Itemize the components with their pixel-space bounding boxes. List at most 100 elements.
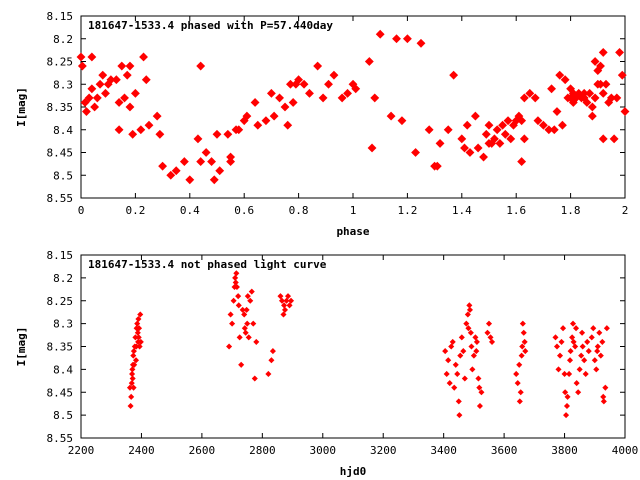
data-point <box>402 34 412 44</box>
x-tick-label: 3600 <box>491 444 518 457</box>
data-point <box>563 402 570 409</box>
data-point <box>563 412 570 419</box>
data-point <box>590 325 597 332</box>
data-point <box>452 361 459 368</box>
data-point <box>212 129 222 139</box>
x-tick-label: 2 <box>622 204 629 217</box>
data-point <box>239 306 246 313</box>
data-point <box>549 125 559 135</box>
data-point <box>277 293 284 300</box>
data-point <box>131 361 138 368</box>
data-point <box>283 297 290 304</box>
data-point <box>518 352 525 359</box>
plot-title: 181647-1533.4 phased with P=57.440day <box>88 19 333 32</box>
data-point <box>324 79 333 89</box>
data-point <box>80 98 90 107</box>
data-point <box>590 57 600 66</box>
data-point <box>566 370 573 377</box>
data-point <box>244 320 251 327</box>
data-point <box>591 357 598 364</box>
data-point <box>488 338 496 345</box>
data-point <box>555 70 565 80</box>
data-point <box>555 366 562 373</box>
data-point <box>560 75 570 85</box>
data-point <box>487 334 494 341</box>
x-tick-label: 3400 <box>430 444 457 457</box>
data-point <box>587 111 597 121</box>
data-point <box>364 57 374 66</box>
data-point <box>464 311 471 318</box>
data-point <box>470 111 480 121</box>
data-point <box>597 352 604 359</box>
data-point <box>556 352 564 359</box>
data-point <box>578 352 585 359</box>
data-point <box>136 325 143 332</box>
data-point <box>457 352 464 359</box>
data-point <box>445 357 452 364</box>
data-point <box>593 366 600 373</box>
data-point <box>185 175 195 185</box>
y-axis-label: I[mag] <box>15 87 28 127</box>
data-point <box>132 357 140 364</box>
data-point <box>245 334 252 341</box>
data-point <box>299 79 309 89</box>
data-point <box>226 343 233 350</box>
data-point <box>351 84 361 94</box>
data-point <box>280 311 287 318</box>
plot-title: 181647-1533.4 not phased light curve <box>88 258 327 271</box>
data-point <box>500 129 510 139</box>
data-point <box>135 334 142 341</box>
data-point <box>458 334 465 341</box>
data-point <box>609 134 619 144</box>
y-tick-label: 8.15 <box>47 249 74 262</box>
y-tick-label: 8.25 <box>47 295 74 308</box>
data-point <box>235 302 242 309</box>
data-point <box>129 366 136 373</box>
data-point <box>136 125 146 135</box>
data-point <box>466 302 473 309</box>
y-tick-label: 8.3 <box>53 318 73 331</box>
x-tick-label: 2200 <box>68 444 95 457</box>
data-point <box>603 325 610 332</box>
data-point <box>473 143 483 153</box>
data-point <box>566 357 574 364</box>
data-point <box>269 348 276 355</box>
data-point <box>584 338 591 345</box>
data-point <box>136 343 143 350</box>
data-point <box>343 88 352 98</box>
data-point <box>612 93 622 103</box>
data-point <box>261 116 271 126</box>
data-point <box>561 370 568 377</box>
data-point <box>266 88 276 98</box>
data-point <box>435 138 445 148</box>
data-point <box>469 366 476 373</box>
x-tick-label: 2400 <box>128 444 155 457</box>
data-point <box>95 79 105 89</box>
data-point <box>442 348 449 355</box>
data-point <box>392 34 401 44</box>
data-point <box>572 343 579 350</box>
data-point <box>158 161 168 171</box>
data-point <box>127 402 134 409</box>
data-point <box>598 88 608 98</box>
x-tick-label: 2800 <box>249 444 276 457</box>
data-point <box>125 102 135 112</box>
x-tick-label: 0.4 <box>180 204 200 217</box>
data-point <box>284 293 292 300</box>
data-point <box>128 380 135 387</box>
data-point <box>598 134 608 144</box>
data-points <box>76 29 630 185</box>
y-tick-label: 8.35 <box>47 101 74 114</box>
data-point <box>461 375 468 382</box>
data-point <box>411 148 420 157</box>
data-point <box>236 334 243 341</box>
data-point <box>460 143 469 153</box>
data-point <box>547 84 556 94</box>
data-point <box>587 102 597 112</box>
data-point <box>230 297 237 304</box>
y-tick-label: 8.45 <box>47 386 74 399</box>
data-point <box>594 348 601 355</box>
data-point <box>139 52 148 62</box>
data-point <box>485 320 493 327</box>
data-point <box>596 61 605 71</box>
